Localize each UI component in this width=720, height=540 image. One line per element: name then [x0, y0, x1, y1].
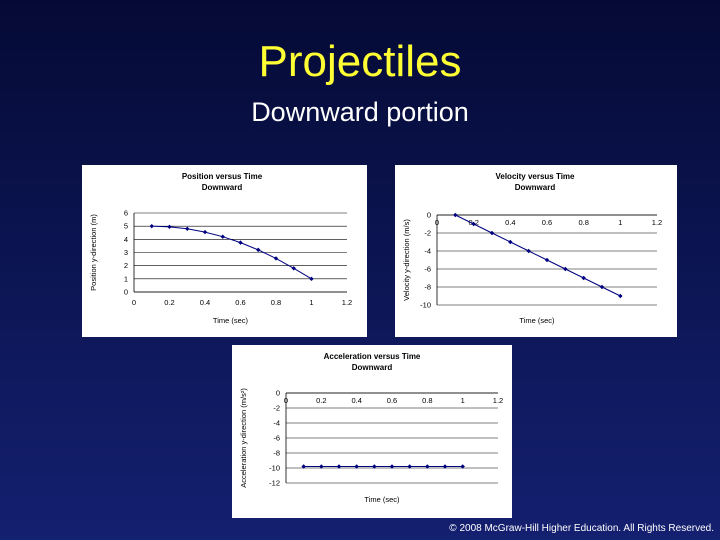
chart-2-x-tick-label: 0 — [284, 396, 288, 405]
chart-2-data-point — [354, 464, 359, 469]
chart-1-y-tick-label: -2 — [424, 229, 431, 238]
chart-0-data-point — [238, 240, 243, 245]
velocity-chart-panel: Velocity versus Time Downward 0 -2 -4 -6 -8 -10… — [395, 165, 677, 337]
chart-2-y-tick-label: -4 — [273, 419, 280, 428]
chart-2-y-axis-label: Acceleration y-direction (m/s²) — [239, 388, 248, 488]
chart-1-x-axis-label: Time (sec) — [519, 316, 555, 325]
chart-2-y-tick-label: -10 — [269, 464, 280, 473]
chart-0-y-axis-label: Position y-direction (m) — [89, 214, 98, 291]
chart-2-x-tick-label: 0.8 — [422, 396, 432, 405]
chart-2-y-tick-label: -2 — [273, 404, 280, 413]
chart-0-data-point — [309, 276, 314, 282]
chart-2-data-point — [442, 464, 448, 469]
slide-title: Projectiles — [258, 37, 462, 86]
acceleration-chart-panel: Acceleration versus Time Downward 0 -2 -4 -6 -… — [232, 345, 512, 518]
chart-1-series-line — [455, 214, 621, 297]
chart-1-x-tick-label: 0.6 — [542, 218, 552, 227]
chart-1-data-point — [618, 293, 623, 299]
chart-0-y-tick-label: 2 — [124, 261, 128, 270]
chart-1-data-point — [581, 275, 586, 281]
chart-0-x-tick-label: 0.4 — [200, 298, 210, 307]
chart-1-data-point — [526, 248, 531, 254]
chart-2-title: Acceleration versus Time — [324, 352, 421, 361]
chart-2-data-point — [407, 464, 412, 469]
chart-0-data-point — [220, 234, 225, 239]
copyright-footer: © 2008 McGraw-Hill Higher Education. All… — [449, 523, 714, 534]
chart-0-data-point — [149, 223, 154, 229]
chart-1-x-tick-label: 1.2 — [652, 218, 662, 227]
chart-1-data-point — [508, 239, 513, 245]
velocity-chart: Velocity versus Time Downward 0 -2 -4 -6 -8 -10… — [402, 172, 662, 325]
chart-2-data-point — [460, 464, 465, 469]
chart-0-subtitle: Downward — [202, 183, 243, 192]
position-chart-panel: Position versus Time Downward 0 1 2 3 4 5 6 0 0.2 0… — [82, 165, 367, 337]
chart-2-y-tick-label: 0 — [276, 389, 280, 398]
chart-1-data-point — [563, 266, 568, 272]
chart-0-x-tick-label: 1 — [309, 298, 313, 307]
chart-0-data-point — [256, 247, 261, 253]
chart-0-y-tick-label: 4 — [124, 235, 128, 244]
chart-2-data-point — [319, 464, 324, 469]
chart-1-y-tick-label: -4 — [424, 247, 431, 256]
chart-2-x-tick-label: 0.4 — [351, 396, 361, 405]
chart-2-x-tick-label: 0.2 — [316, 396, 326, 405]
chart-0-x-axis-label: Time (sec) — [213, 316, 249, 325]
chart-2-subtitle: Downward — [352, 363, 393, 372]
chart-1-x-tick-label: 0.4 — [505, 218, 515, 227]
chart-0-x-tick-label: 0.2 — [164, 298, 174, 307]
chart-0-data-point — [202, 229, 208, 235]
chart-2-y-tick-label: -6 — [273, 434, 280, 443]
chart-2-y-tick-label: -12 — [269, 479, 280, 488]
chart-2-data-point — [389, 464, 395, 469]
chart-1-y-tick-label: -10 — [420, 301, 431, 310]
position-chart: Position versus Time Downward 0 1 2 3 4 5 6 0 0.2 0… — [89, 172, 352, 325]
chart-2-x-axis-label: Time (sec) — [364, 495, 400, 504]
chart-0-title: Position versus Time — [182, 172, 263, 181]
chart-2-y-tick-label: -8 — [273, 449, 280, 458]
chart-1-data-point — [453, 212, 458, 218]
chart-2-data-point — [336, 464, 342, 469]
chart-1-data-point — [544, 257, 550, 263]
chart-1-data-point — [599, 284, 605, 290]
chart-1-y-tick-label: -6 — [424, 265, 431, 274]
chart-1-y-tick-label: 0 — [427, 211, 431, 220]
chart-2-data-point — [301, 464, 306, 469]
chart-2-x-tick-label: 1.2 — [493, 396, 503, 405]
chart-0-x-tick-label: 1.2 — [342, 298, 352, 307]
chart-0-data-point — [167, 224, 172, 230]
chart-0-x-tick-label: 0.8 — [271, 298, 281, 307]
chart-1-title: Velocity versus Time — [495, 172, 575, 181]
chart-0-data-point — [273, 256, 279, 261]
chart-1-x-tick-label: 1 — [618, 218, 622, 227]
chart-0-y-tick-label: 0 — [124, 288, 128, 297]
chart-0-y-tick-label: 3 — [124, 248, 128, 257]
chart-1-y-tick-label: -8 — [424, 283, 431, 292]
chart-0-data-point — [185, 226, 190, 231]
chart-0-series-line — [151, 225, 312, 280]
chart-0-y-tick-label: 5 — [124, 222, 128, 231]
chart-2-data-point — [425, 464, 430, 469]
chart-0-y-tick-label: 1 — [124, 274, 128, 283]
chart-0-data-point — [291, 266, 296, 271]
chart-1-data-point — [471, 221, 476, 227]
chart-1-x-tick-label: 0.8 — [578, 218, 588, 227]
chart-0-y-tick-label: 6 — [124, 209, 128, 218]
chart-2-x-tick-label: 0.6 — [387, 396, 397, 405]
chart-2-x-tick-label: 1 — [461, 396, 465, 405]
acceleration-chart: Acceleration versus Time Downward 0 -2 -4 -6 -… — [239, 352, 503, 504]
chart-1-x-tick-label: 0 — [435, 218, 439, 227]
chart-1-data-point — [489, 230, 495, 236]
slide-subtitle: Downward portion — [251, 97, 469, 127]
chart-1-subtitle: Downward — [515, 183, 556, 192]
chart-2-data-point — [372, 464, 377, 469]
chart-0-x-tick-label: 0 — [132, 298, 136, 307]
chart-1-y-axis-label: Velocity y-direction (m/s) — [402, 219, 411, 301]
chart-0-x-tick-label: 0.6 — [235, 298, 245, 307]
